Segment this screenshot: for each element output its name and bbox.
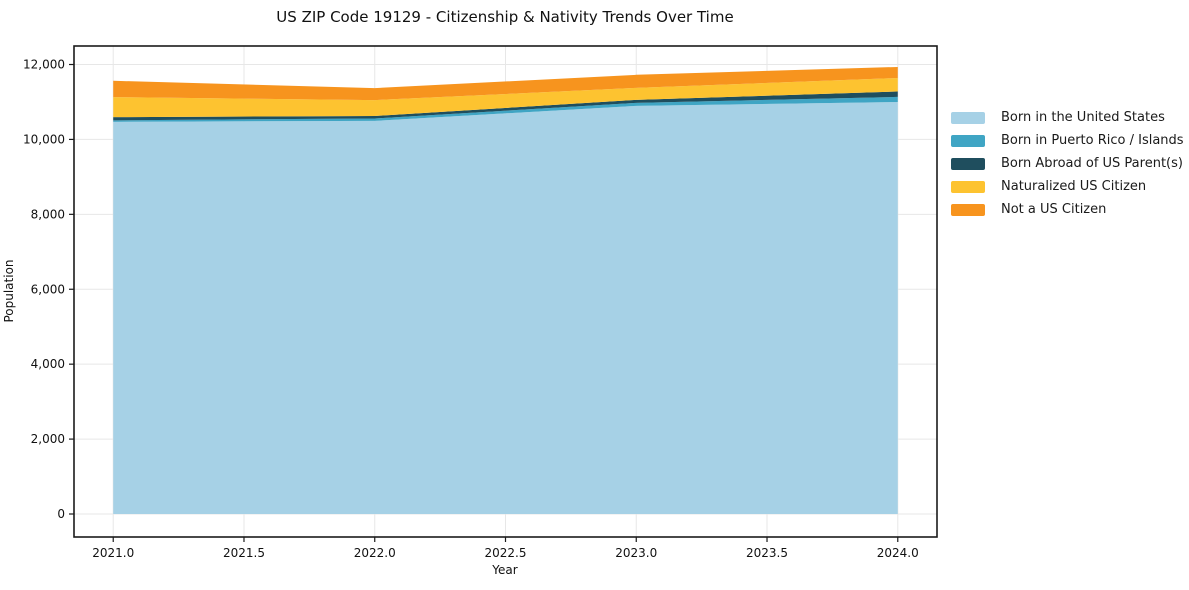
legend-label: Born in the United States [1001, 110, 1165, 125]
y-tick-label: 0 [57, 507, 65, 521]
legend-swatch-icon [951, 111, 985, 124]
y-tick-label: 2,000 [31, 432, 65, 446]
x-tick-label: 2021.0 [92, 546, 134, 560]
y-tick-label: 10,000 [23, 132, 65, 146]
legend-item-3: Naturalized US Citizen [951, 175, 1184, 198]
y-tick-label: 8,000 [31, 207, 65, 221]
x-tick-label: 2021.5 [223, 546, 265, 560]
x-axis-label: Year [492, 563, 518, 577]
x-tick-label: 2023.0 [615, 546, 657, 560]
area-series-4 [113, 66, 898, 101]
legend-label: Not a US Citizen [1001, 202, 1107, 217]
legend-label: Born in Puerto Rico / Islands [1001, 133, 1184, 148]
y-tick-label: 6,000 [31, 282, 65, 296]
x-tick-label: 2022.0 [354, 546, 396, 560]
area-series-0 [113, 101, 898, 515]
x-tick-label: 2022.5 [485, 546, 527, 560]
legend-swatch-icon [951, 180, 985, 193]
legend-item-2: Born Abroad of US Parent(s) [951, 152, 1184, 175]
area-series-1 [113, 96, 898, 122]
y-tick-label: 12,000 [23, 58, 65, 72]
chart-title: US ZIP Code 19129 - Citizenship & Nativi… [276, 8, 734, 26]
legend: Born in the United States Born in Puerto … [951, 106, 1184, 221]
legend-item-4: Not a US Citizen [951, 198, 1184, 221]
legend-label: Naturalized US Citizen [1001, 179, 1147, 194]
area-series-2 [113, 91, 898, 121]
y-tick-label: 4,000 [31, 357, 65, 371]
area-series-3 [113, 77, 898, 118]
x-tick-label: 2023.5 [746, 546, 788, 560]
legend-swatch-icon [951, 157, 985, 170]
x-tick-label: 2024.0 [877, 546, 919, 560]
y-axis-label: Population [2, 259, 16, 323]
legend-swatch-icon [951, 134, 985, 147]
legend-item-1: Born in Puerto Rico / Islands [951, 129, 1184, 152]
legend-label: Born Abroad of US Parent(s) [1001, 156, 1183, 171]
legend-swatch-icon [951, 203, 985, 216]
legend-item-0: Born in the United States [951, 106, 1184, 129]
